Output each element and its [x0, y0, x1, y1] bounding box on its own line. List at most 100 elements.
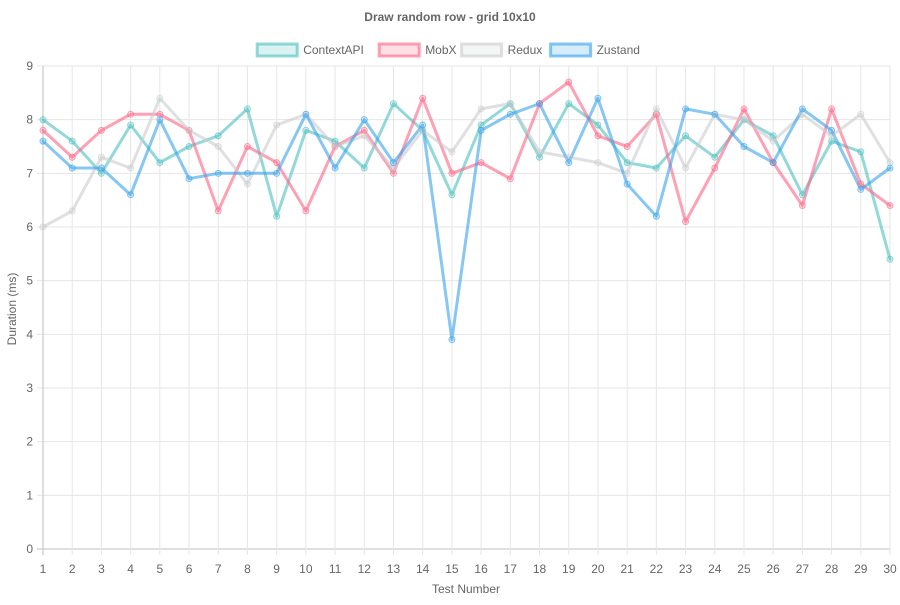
- data-point-mobx[interactable]: [156, 110, 164, 118]
- data-point-contextapi[interactable]: [273, 212, 281, 220]
- data-point-contextapi[interactable]: [97, 169, 105, 177]
- data-point-redux[interactable]: [243, 180, 251, 188]
- data-point-zustand[interactable]: [97, 164, 105, 172]
- legend-item-redux[interactable]: Redux: [460, 42, 543, 58]
- data-point-redux[interactable]: [623, 169, 631, 177]
- data-point-contextapi[interactable]: [156, 159, 164, 167]
- data-point-zustand[interactable]: [828, 126, 836, 134]
- data-point-mobx[interactable]: [448, 169, 456, 177]
- legend-item-contextapi[interactable]: ContextAPI: [255, 42, 364, 58]
- data-point-contextapi[interactable]: [886, 255, 894, 263]
- data-point-contextapi[interactable]: [798, 191, 806, 199]
- data-point-redux[interactable]: [389, 164, 397, 172]
- data-point-zustand[interactable]: [886, 164, 894, 172]
- data-point-redux[interactable]: [769, 137, 777, 145]
- data-point-contextapi[interactable]: [857, 148, 865, 156]
- data-point-redux[interactable]: [682, 164, 690, 172]
- data-point-mobx[interactable]: [360, 126, 368, 134]
- legend-item-mobx[interactable]: MobX: [377, 42, 457, 58]
- data-point-redux[interactable]: [565, 153, 573, 161]
- data-point-zustand[interactable]: [652, 212, 660, 220]
- data-point-zustand[interactable]: [214, 169, 222, 177]
- data-point-mobx[interactable]: [857, 180, 865, 188]
- data-point-zustand[interactable]: [39, 137, 47, 145]
- data-point-zustand[interactable]: [360, 116, 368, 124]
- data-point-mobx[interactable]: [623, 143, 631, 150]
- data-point-redux[interactable]: [652, 105, 660, 113]
- data-point-zustand[interactable]: [273, 169, 281, 177]
- data-point-contextapi[interactable]: [828, 137, 836, 145]
- data-point-redux[interactable]: [68, 207, 76, 215]
- data-point-mobx[interactable]: [798, 202, 806, 210]
- data-point-zustand[interactable]: [302, 110, 310, 118]
- data-point-mobx[interactable]: [214, 207, 222, 215]
- data-point-contextapi[interactable]: [769, 132, 777, 140]
- data-point-mobx[interactable]: [506, 175, 514, 183]
- data-point-redux[interactable]: [273, 121, 281, 129]
- data-point-zustand[interactable]: [127, 191, 135, 199]
- data-point-mobx[interactable]: [565, 78, 573, 86]
- data-point-contextapi[interactable]: [39, 116, 47, 124]
- data-point-mobx[interactable]: [740, 105, 748, 113]
- data-point-zustand[interactable]: [682, 105, 690, 113]
- data-point-mobx[interactable]: [389, 169, 397, 177]
- data-point-redux[interactable]: [214, 143, 222, 150]
- data-point-mobx[interactable]: [594, 132, 602, 140]
- data-point-contextapi[interactable]: [185, 143, 193, 150]
- data-point-zustand[interactable]: [740, 143, 748, 150]
- data-point-redux[interactable]: [127, 164, 135, 172]
- data-point-mobx[interactable]: [477, 159, 485, 167]
- data-point-redux[interactable]: [594, 159, 602, 167]
- data-point-contextapi[interactable]: [302, 126, 310, 134]
- data-point-redux[interactable]: [331, 143, 339, 150]
- data-point-redux[interactable]: [477, 105, 485, 113]
- data-point-contextapi[interactable]: [711, 153, 719, 161]
- data-point-mobx[interactable]: [419, 94, 427, 102]
- data-point-redux[interactable]: [886, 159, 894, 167]
- data-point-mobx[interactable]: [273, 159, 281, 167]
- data-point-contextapi[interactable]: [127, 121, 135, 129]
- data-point-zustand[interactable]: [448, 336, 456, 344]
- data-point-zustand[interactable]: [769, 159, 777, 167]
- data-point-contextapi[interactable]: [331, 137, 339, 145]
- data-point-contextapi[interactable]: [360, 164, 368, 172]
- data-point-mobx[interactable]: [97, 126, 105, 134]
- data-point-mobx[interactable]: [39, 126, 47, 134]
- data-point-mobx[interactable]: [828, 105, 836, 113]
- data-point-redux[interactable]: [828, 132, 836, 140]
- data-point-contextapi[interactable]: [536, 153, 544, 161]
- data-point-contextapi[interactable]: [565, 100, 573, 108]
- data-point-contextapi[interactable]: [652, 164, 660, 172]
- data-point-zustand[interactable]: [156, 116, 164, 124]
- data-point-contextapi[interactable]: [68, 137, 76, 145]
- data-point-redux[interactable]: [740, 116, 748, 124]
- data-point-contextapi[interactable]: [594, 121, 602, 129]
- data-point-mobx[interactable]: [302, 207, 310, 215]
- data-point-redux[interactable]: [97, 153, 105, 161]
- data-point-zustand[interactable]: [536, 100, 544, 108]
- data-point-redux[interactable]: [798, 110, 806, 118]
- data-point-mobx[interactable]: [68, 153, 76, 161]
- data-point-redux[interactable]: [39, 223, 47, 231]
- data-point-zustand[interactable]: [594, 94, 602, 102]
- data-point-zustand[interactable]: [68, 164, 76, 172]
- data-point-contextapi[interactable]: [243, 105, 251, 113]
- data-point-mobx[interactable]: [711, 164, 719, 172]
- data-point-contextapi[interactable]: [214, 132, 222, 140]
- data-point-zustand[interactable]: [243, 169, 251, 177]
- data-point-zustand[interactable]: [331, 164, 339, 172]
- data-point-contextapi[interactable]: [448, 191, 456, 199]
- data-point-redux[interactable]: [360, 132, 368, 140]
- data-point-zustand[interactable]: [185, 175, 193, 183]
- data-point-zustand[interactable]: [419, 121, 427, 129]
- data-point-redux[interactable]: [185, 126, 193, 134]
- data-point-zustand[interactable]: [857, 185, 865, 193]
- data-point-zustand[interactable]: [477, 126, 485, 134]
- data-point-mobx[interactable]: [652, 110, 660, 118]
- data-point-redux[interactable]: [448, 148, 456, 156]
- data-point-redux[interactable]: [857, 110, 865, 118]
- data-point-mobx[interactable]: [127, 110, 135, 118]
- data-point-mobx[interactable]: [243, 143, 251, 150]
- legend-item-zustand[interactable]: Zustand: [549, 42, 640, 58]
- data-point-mobx[interactable]: [886, 202, 894, 210]
